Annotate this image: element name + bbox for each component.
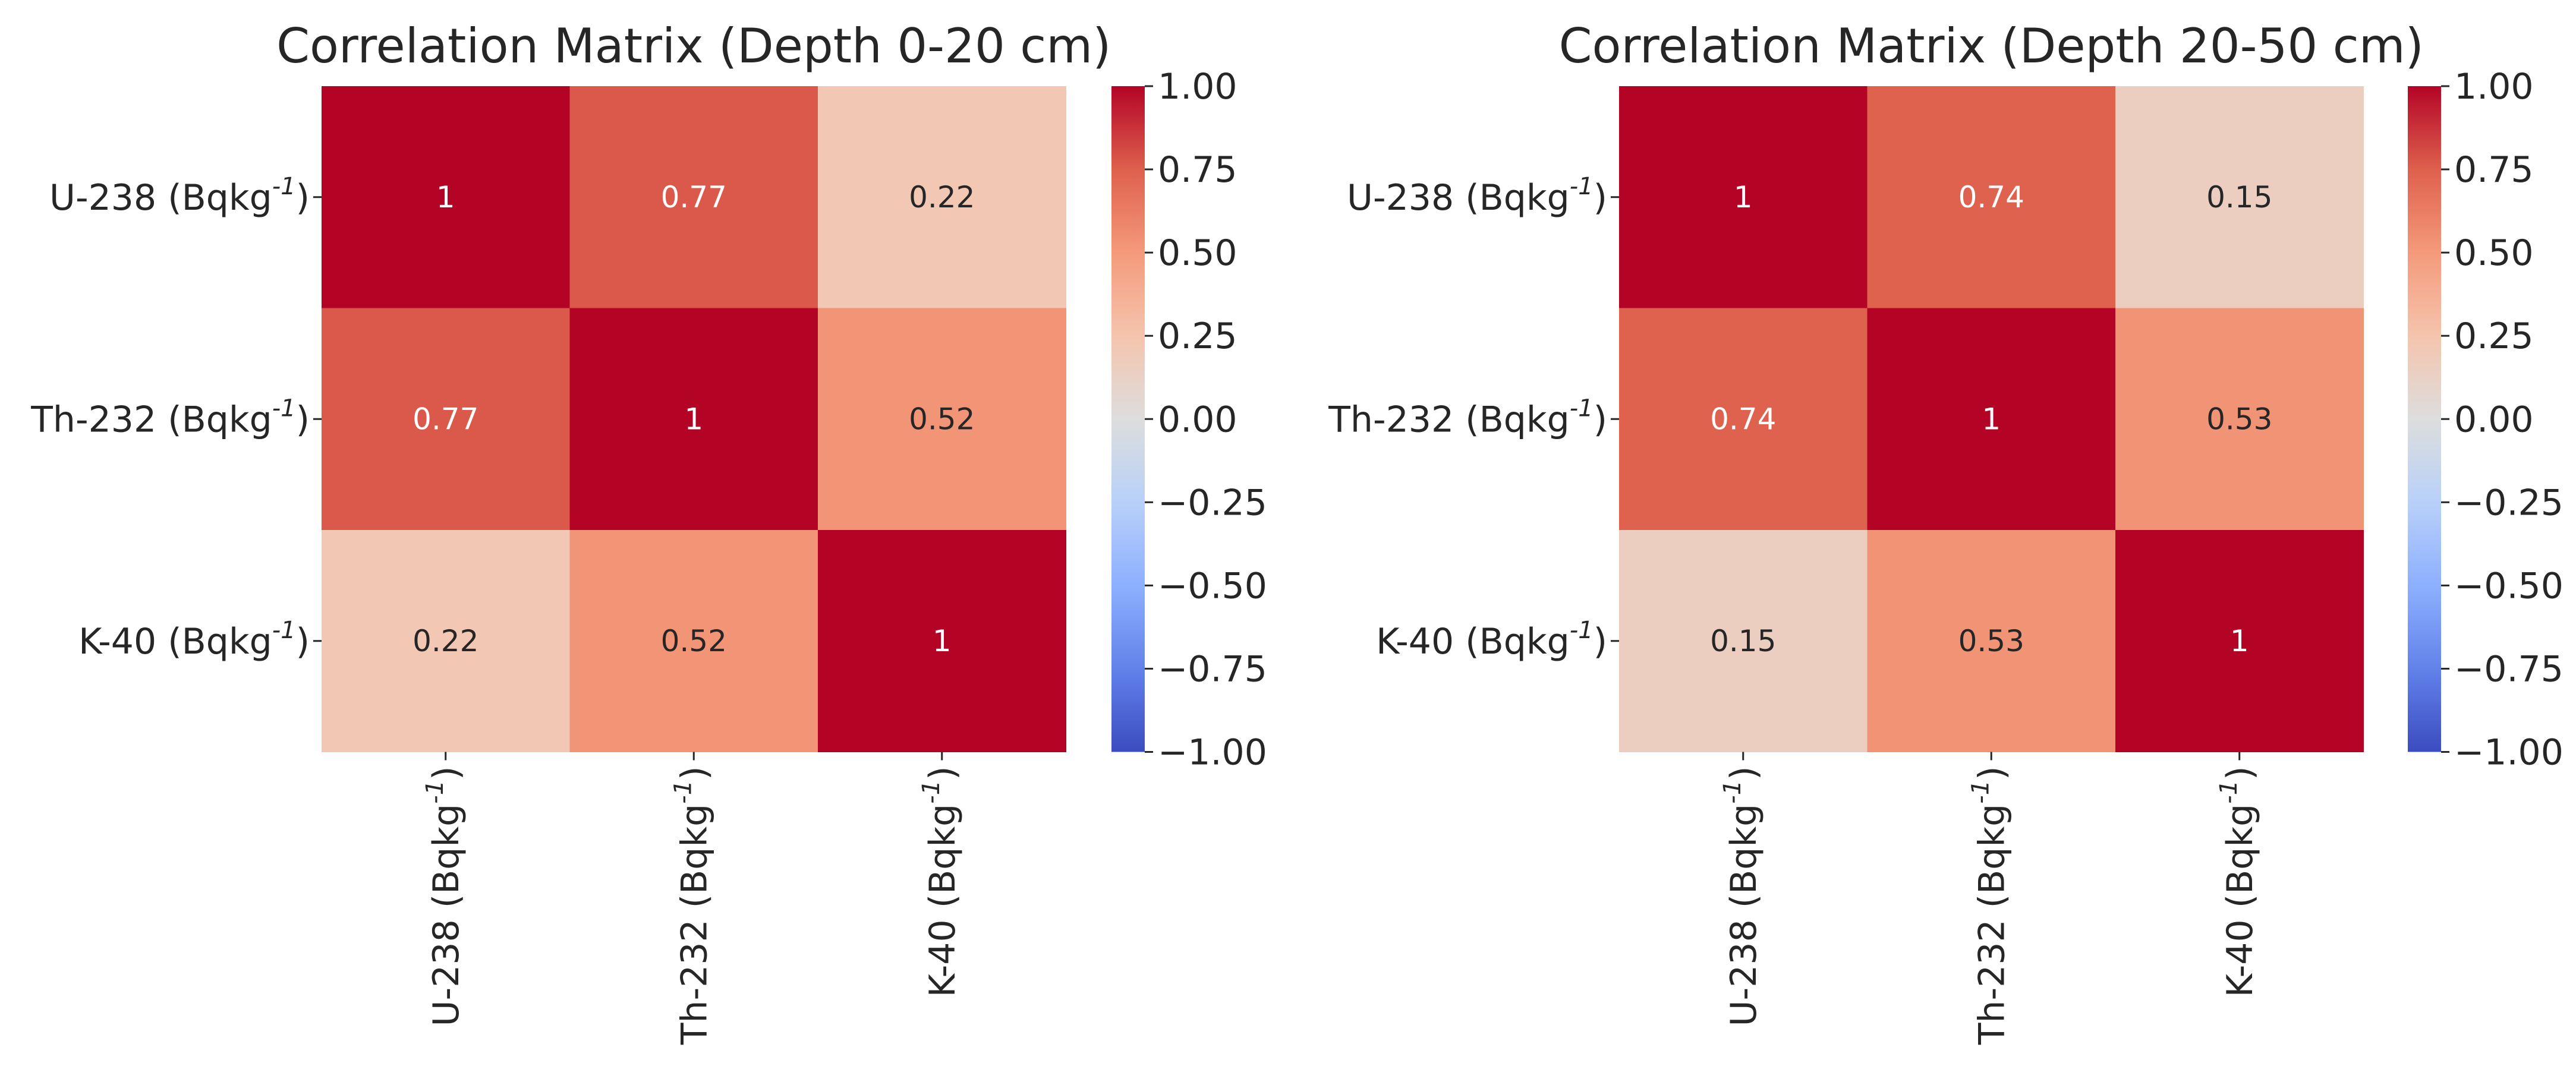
cell-value-label: 0.15 [1710,624,1776,658]
colorbar-tick-label: 0.50 [1158,232,1237,274]
colorbar-tick-label: −0.50 [1158,565,1267,607]
heatmap-cell [1867,86,2116,308]
colorbar [1111,86,1145,752]
colorbar-tick-label: 0.25 [1158,316,1237,357]
colorbar-tick-label: −0.25 [2454,482,2564,523]
cell-value-label: 0.22 [412,624,478,658]
chart-title: Correlation Matrix (Depth 0-20 cm) [276,18,1111,74]
x-tick-label: U-238 (Bqkg-1) [1719,766,1765,1027]
heatmap-cell [1619,86,1868,308]
colorbar-tick-label: 0.25 [2454,316,2534,357]
x-tick-label: Th-232 (Bqkg-1) [669,766,715,1046]
y-tick-label: K-40 (Bqkg-1) [1376,617,1607,662]
cell-value-label: 1 [2230,624,2249,658]
cell-value-label: 0.74 [1958,180,2024,214]
heatmap-cell [1867,308,2116,531]
heatmap-panel-2: Correlation Matrix (Depth 20-50 cm) 1 0.74… [1328,18,2564,1045]
colorbar-tick-label: 1.00 [2454,66,2534,108]
colorbar-tick-label: 0.50 [2454,232,2534,274]
colorbar-tick-label: −0.50 [2454,565,2564,607]
colorbar-tick-label: 0.00 [2454,399,2534,440]
heatmap-cell [2115,86,2364,308]
colorbar-tick-label: 0.75 [2454,149,2534,191]
colorbar-tick-label: −0.75 [1158,648,1267,690]
y-tick-label: K-40 (Bqkg-1) [78,617,310,662]
heatmap-cell [2115,308,2364,531]
y-tick-label: U-238 (Bqkg-1) [1347,173,1607,219]
cell-value-label: 1 [1734,180,1753,214]
x-tick-label: Th-232 (Bqkg-1) [1967,766,2013,1046]
x-tick-label: U-238 (Bqkg-1) [421,766,467,1027]
heatmap-cell [569,530,818,752]
cell-value-label: 0.53 [2206,402,2272,436]
y-tick-label: Th-232 (Bqkg-1) [30,395,310,440]
colorbar-tick-label: 1.00 [1158,66,1237,108]
heatmap-cell [322,530,570,752]
y-tick-label: Th-232 (Bqkg-1) [1328,395,1607,440]
heatmap-cell [322,308,570,531]
heatmap-cell [322,86,570,308]
cell-value-label: 0.53 [1958,624,2024,658]
cell-value-label: 0.52 [909,402,975,436]
chart-title: Correlation Matrix (Depth 20-50 cm) [1559,18,2424,74]
colorbar-tick-label: −1.00 [1158,732,1267,774]
cell-value-label: 1 [1982,402,2001,436]
colorbar-tick-label: 0.00 [1158,399,1237,440]
heatmap-panel-1: Correlation Matrix (Depth 0-20 cm) 1 0.77 0… [30,18,1267,1045]
heatmap-cell [569,308,818,531]
cell-value-label: 0.15 [2206,180,2272,214]
cell-value-label: 0.77 [661,180,727,214]
cell-value-label: 0.77 [412,402,478,436]
heatmap-cell [1867,530,2116,752]
x-tick-label: K-40 (Bqkg-1) [2215,766,2261,998]
x-tick-label: K-40 (Bqkg-1) [918,766,963,998]
cell-value-label: 1 [684,402,703,436]
colorbar-tick-label: 0.75 [1158,149,1237,191]
cell-value-label: 1 [933,624,952,658]
colorbar [2408,86,2441,752]
heatmap-cell [1619,530,1868,752]
heatmap-cell [569,86,818,308]
cell-value-label: 1 [436,180,455,214]
heatmap-cell [1619,308,1868,531]
cell-value-label: 0.74 [1710,402,1776,436]
cell-value-label: 0.52 [661,624,727,658]
colorbar-tick-label: −0.75 [2454,648,2564,690]
colorbar-tick-label: −1.00 [2454,732,2564,774]
heatmap-cell [818,86,1066,308]
y-tick-label: U-238 (Bqkg-1) [49,173,310,219]
heatmap-cell [818,530,1066,752]
heatmap-cell [2115,530,2364,752]
colorbar-tick-label: −0.25 [1158,482,1267,523]
heatmap-cell [818,308,1066,531]
cell-value-label: 0.22 [909,180,975,214]
